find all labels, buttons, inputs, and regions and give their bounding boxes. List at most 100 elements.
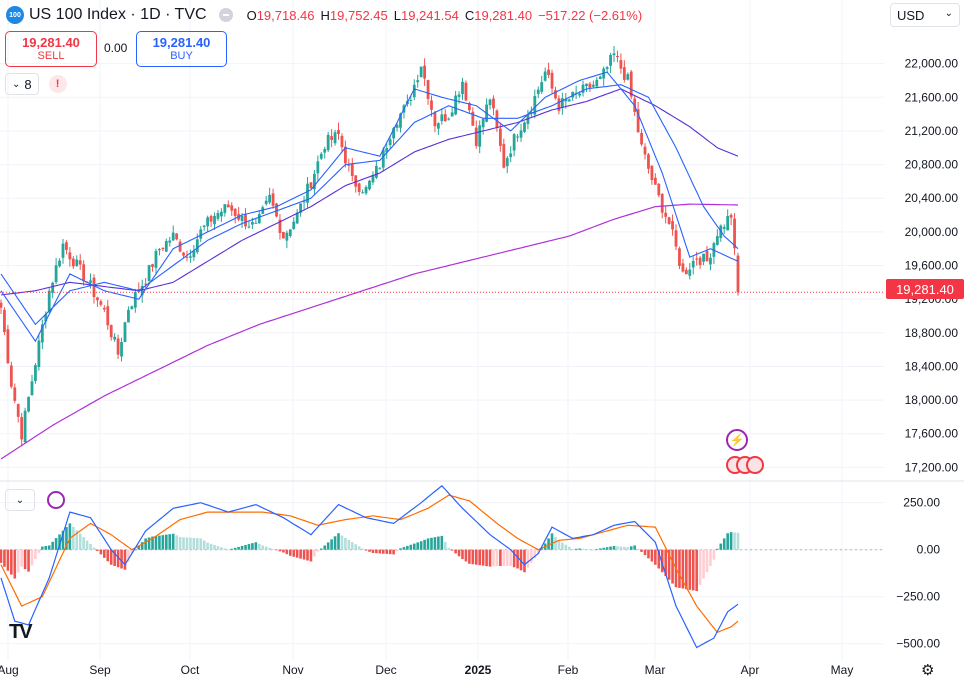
macd-histogram-bar bbox=[16, 549, 20, 573]
lightning-event-icon[interactable]: ⚡ bbox=[726, 429, 748, 451]
candle-body bbox=[733, 218, 736, 249]
chevron-down-icon[interactable]: ⌄ bbox=[5, 489, 35, 511]
price-axis-tick: 21,200.00 bbox=[905, 124, 959, 138]
warning-icon[interactable]: ! bbox=[48, 75, 67, 93]
macd-histogram-bar bbox=[643, 549, 647, 556]
macd-histogram-bar bbox=[726, 533, 729, 550]
candle-body bbox=[736, 255, 740, 293]
economic-events-flags[interactable] bbox=[726, 456, 764, 474]
candle-body bbox=[288, 229, 292, 237]
candle-body bbox=[34, 365, 37, 382]
candle-body bbox=[447, 118, 451, 120]
buy-button[interactable]: 19,281.40 BUY bbox=[136, 31, 227, 67]
macd-histogram-bar bbox=[10, 549, 13, 575]
candle-body bbox=[636, 109, 640, 133]
symbol-logo-icon[interactable]: 100 bbox=[6, 6, 24, 24]
macd-histogram-bar bbox=[578, 548, 581, 550]
macd-histogram-bar bbox=[523, 549, 526, 573]
macd-histogram-bar bbox=[647, 549, 650, 559]
macd-histogram-bar bbox=[199, 538, 203, 550]
macd-histogram-bar bbox=[268, 547, 271, 550]
candle-body bbox=[488, 99, 492, 106]
sell-price: 19,281.40 bbox=[22, 35, 80, 50]
candle-body bbox=[130, 306, 134, 310]
candle-body bbox=[660, 193, 664, 213]
macd-histogram-bar bbox=[127, 549, 130, 562]
macd-histogram-bar bbox=[474, 549, 478, 565]
macd-histogram-bar bbox=[712, 549, 716, 560]
macd-histogram-bar bbox=[295, 549, 299, 558]
macd-histogram-bar bbox=[151, 536, 154, 550]
candle-body bbox=[175, 233, 179, 240]
candle-body bbox=[164, 240, 168, 252]
macd-histogram-bar bbox=[154, 536, 158, 550]
candle-body bbox=[216, 213, 220, 219]
candle-body bbox=[533, 95, 537, 115]
macd-histogram-bar bbox=[392, 549, 395, 555]
candle-body bbox=[612, 53, 616, 56]
tradingview-logo-icon[interactable]: TV bbox=[9, 621, 33, 643]
candle-body bbox=[622, 67, 626, 80]
macd-histogram-bar bbox=[106, 549, 110, 562]
price-axis-tick: 22,000.00 bbox=[905, 57, 959, 71]
price-axis-tick: 20,400.00 bbox=[905, 191, 959, 205]
macd-histogram-bar bbox=[385, 549, 389, 554]
refresh-icon[interactable] bbox=[47, 491, 65, 509]
gear-icon[interactable]: ⚙ bbox=[921, 662, 935, 679]
macd-histogram-bar bbox=[137, 545, 141, 550]
candle-body bbox=[564, 99, 568, 102]
macd-histogram-bar bbox=[147, 537, 151, 550]
collapse-button[interactable] bbox=[218, 8, 233, 22]
currency-select[interactable]: USD ⌄ bbox=[890, 3, 960, 27]
candle-body bbox=[292, 221, 296, 229]
sell-button[interactable]: 19,281.40 SELL bbox=[5, 31, 97, 67]
indicators-toggle[interactable]: ⌄ 8 bbox=[5, 73, 39, 95]
macd-histogram-bar bbox=[168, 534, 172, 550]
macd-histogram-bar bbox=[319, 548, 323, 550]
macd-histogram-bar bbox=[667, 549, 671, 580]
candle-body bbox=[702, 253, 705, 262]
price-axis-tick: 18,800.00 bbox=[905, 326, 959, 340]
candle-body bbox=[523, 122, 526, 132]
macd-histogram-bar bbox=[540, 548, 543, 550]
candle-body bbox=[285, 232, 289, 241]
us-flag-icon[interactable] bbox=[746, 456, 764, 474]
macd-histogram-bar bbox=[443, 541, 447, 550]
macd-histogram-bar bbox=[736, 532, 740, 550]
candle-body bbox=[426, 80, 430, 99]
candle-body bbox=[478, 125, 482, 147]
macd-histogram-bar bbox=[626, 547, 630, 550]
macd-histogram-bar bbox=[719, 543, 723, 550]
candle-body bbox=[82, 264, 86, 282]
macd-histogram-bar bbox=[313, 549, 316, 557]
candle-body bbox=[264, 200, 268, 204]
candle-body bbox=[302, 201, 306, 203]
candle-body bbox=[443, 114, 447, 122]
macd-histogram-bar bbox=[0, 549, 3, 563]
macd-histogram-bar bbox=[492, 549, 495, 567]
candle-body bbox=[13, 387, 17, 401]
macd-histogram-bar bbox=[51, 541, 54, 550]
candle-body bbox=[536, 89, 540, 94]
candle-body bbox=[40, 324, 44, 343]
macd-histogram-bar bbox=[574, 548, 578, 550]
macd-histogram-bar bbox=[103, 549, 106, 558]
macd-histogram-bar bbox=[691, 549, 695, 591]
macd-histogram-bar bbox=[650, 549, 654, 562]
candle-body bbox=[664, 212, 668, 217]
candle-body bbox=[295, 212, 299, 224]
macd-histogram-bar bbox=[54, 538, 58, 550]
macd-histogram-bar bbox=[495, 549, 499, 566]
candle-body bbox=[206, 217, 210, 227]
symbol-title[interactable]: US 100 Index · 1D · TVC bbox=[29, 6, 207, 23]
ohlc-close: C19,281.40 bbox=[464, 7, 533, 23]
candle-body bbox=[113, 336, 117, 340]
macd-histogram-bar bbox=[134, 549, 137, 551]
candle-body bbox=[495, 110, 499, 129]
macd-histogram-bar bbox=[123, 549, 127, 570]
macd-histogram-bar bbox=[85, 540, 89, 550]
candle-body bbox=[722, 227, 726, 229]
macd-histogram-bar bbox=[99, 549, 103, 555]
macd-histogram-bar bbox=[485, 549, 488, 567]
